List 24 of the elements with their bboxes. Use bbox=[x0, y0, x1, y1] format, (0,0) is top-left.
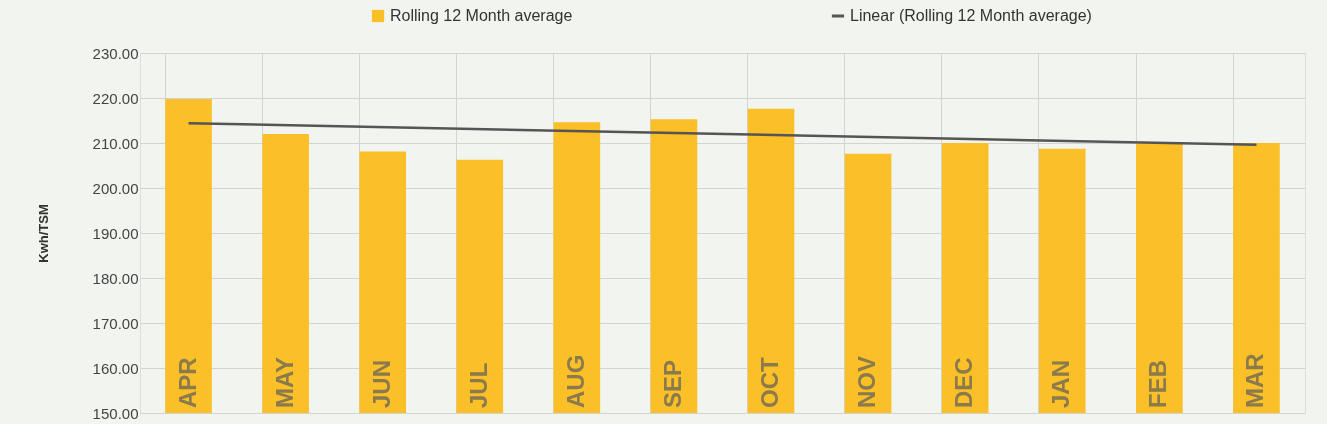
y-tick-label: 170.00 bbox=[92, 314, 139, 332]
y-tick-label: 180.00 bbox=[92, 269, 139, 287]
x-tick-label: MAR bbox=[1241, 353, 1269, 408]
x-tick-label: JUL bbox=[464, 362, 492, 408]
x-tick-label: DEC bbox=[950, 357, 978, 408]
legend-label: Rolling 12 Month average bbox=[390, 7, 573, 24]
legend-label: Linear (Rolling 12 Month average) bbox=[850, 7, 1092, 24]
y-tick-label: 220.00 bbox=[92, 89, 139, 107]
y-axis-title: Kwh/TSM bbox=[35, 204, 51, 263]
x-tick-label: FEB bbox=[1144, 360, 1172, 408]
x-tick-label: NOV bbox=[853, 355, 881, 408]
x-tick-label: AUG bbox=[561, 354, 589, 408]
x-tick-label: APR bbox=[173, 357, 201, 408]
y-tick-label: 230.00 bbox=[92, 44, 139, 62]
y-tick-label: 200.00 bbox=[92, 179, 139, 197]
y-tick-label: 160.00 bbox=[92, 359, 139, 377]
x-tick-label: JAN bbox=[1047, 359, 1075, 408]
y-tick-label: 210.00 bbox=[92, 134, 139, 152]
x-tick-label: MAY bbox=[270, 356, 298, 408]
x-tick-label: JUN bbox=[367, 359, 395, 408]
y-tick-label: 190.00 bbox=[92, 224, 139, 242]
x-tick-label: SEP bbox=[658, 359, 686, 408]
x-tick-label: OCT bbox=[756, 357, 784, 408]
y-tick-label: 150.00 bbox=[92, 404, 139, 422]
